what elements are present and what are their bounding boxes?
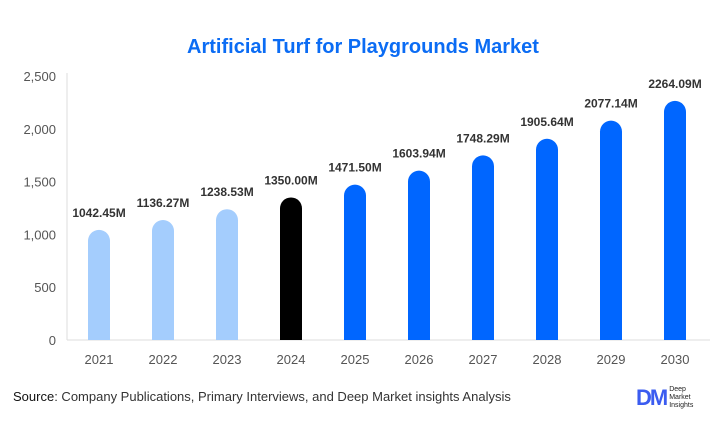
x-tick-label: 2024 [277,352,306,367]
bar [88,229,110,340]
data-label: 1471.50M [328,161,381,175]
x-tick-label: 2021 [85,352,114,367]
y-tick-label: 2,500 [23,69,56,84]
chart-title: Artificial Turf for Playgrounds Market [187,36,539,58]
y-tick-label: 1,500 [23,175,56,190]
bar [664,100,686,340]
data-label: 2264.09M [648,77,701,91]
source-note: Source: Company Publications, Primary In… [13,389,511,404]
x-tick-label: 2028 [533,352,562,367]
data-label: 1238.53M [200,185,253,199]
bar [216,209,238,340]
y-tick-label: 1,000 [23,227,56,242]
bar [408,170,430,340]
bar [600,120,622,340]
x-tick-label: 2029 [597,352,626,367]
data-label: 1350.00M [264,173,317,187]
x-tick-label: 2026 [405,352,434,367]
bar [344,184,366,340]
logo-mark: DM [636,385,668,410]
x-tick-label: 2025 [341,352,370,367]
data-label: 1042.45M [72,206,125,220]
bar-chart: 0 500 1,000 1,500 2,000 2,500 1042.45M 2021 1136… [23,69,710,367]
x-tick-label: 2023 [213,352,242,367]
data-label: 1603.94M [392,147,445,161]
data-label: 2077.14M [584,97,637,111]
source-label: Source [13,389,55,404]
logo: DM Deep Market Insights [636,385,694,410]
bar [152,220,174,340]
x-tick-label: 2027 [469,352,498,367]
bar [472,155,494,340]
data-label: 1905.64M [520,115,573,129]
y-tick-label: 0 [49,333,56,348]
y-tick-label: 500 [34,280,56,295]
data-label: 1136.27M [137,196,190,210]
source-text: : Company Publications, Primary Intervie… [54,389,511,404]
x-tick-label: 2022 [149,352,178,367]
bar [536,138,558,340]
x-tick-label: 2030 [661,352,690,367]
data-label: 1748.29M [456,131,509,145]
y-tick-label: 2,000 [23,122,56,137]
bar [280,197,302,340]
